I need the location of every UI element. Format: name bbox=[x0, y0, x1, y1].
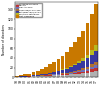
Bar bbox=[73, 42, 77, 64]
Bar bbox=[81, 58, 85, 61]
Bar bbox=[90, 64, 94, 67]
Bar bbox=[48, 75, 52, 76]
Bar bbox=[94, 4, 98, 45]
Bar bbox=[65, 73, 69, 74]
Bar bbox=[86, 69, 89, 71]
Bar bbox=[90, 55, 94, 64]
Bar bbox=[61, 75, 64, 77]
Bar bbox=[36, 76, 40, 77]
Bar bbox=[94, 51, 98, 62]
Bar bbox=[36, 71, 40, 75]
Bar bbox=[73, 71, 77, 72]
Bar bbox=[94, 68, 98, 71]
Bar bbox=[40, 74, 44, 75]
Bar bbox=[81, 61, 85, 68]
Bar bbox=[81, 68, 85, 70]
Bar bbox=[77, 74, 81, 77]
Bar bbox=[19, 75, 23, 76]
Bar bbox=[23, 74, 27, 76]
Bar bbox=[90, 72, 94, 77]
Bar bbox=[77, 71, 81, 72]
Bar bbox=[61, 74, 64, 75]
Bar bbox=[61, 73, 64, 74]
Bar bbox=[73, 73, 77, 74]
Bar bbox=[77, 63, 81, 70]
Bar bbox=[19, 76, 23, 77]
Bar bbox=[40, 69, 44, 74]
Bar bbox=[86, 73, 89, 77]
Bar bbox=[28, 76, 31, 77]
Bar bbox=[69, 47, 73, 66]
Bar bbox=[56, 75, 60, 77]
Bar bbox=[77, 61, 81, 63]
Bar bbox=[69, 72, 73, 73]
Bar bbox=[15, 76, 19, 77]
Bar bbox=[65, 69, 69, 73]
Bar bbox=[65, 75, 69, 77]
Bar bbox=[23, 76, 27, 77]
Bar bbox=[61, 69, 64, 70]
Bar bbox=[56, 71, 60, 74]
Bar bbox=[56, 59, 60, 71]
Bar bbox=[81, 73, 85, 77]
Bar bbox=[48, 74, 52, 75]
Bar bbox=[86, 55, 89, 58]
Bar bbox=[73, 64, 77, 65]
Bar bbox=[44, 67, 48, 74]
Bar bbox=[94, 62, 98, 65]
Bar bbox=[69, 74, 73, 77]
Bar bbox=[69, 73, 73, 74]
Bar bbox=[52, 72, 56, 74]
Bar bbox=[40, 76, 44, 77]
Bar bbox=[32, 76, 36, 77]
Bar bbox=[36, 75, 40, 76]
Bar bbox=[61, 56, 64, 69]
Bar bbox=[86, 67, 89, 69]
Bar bbox=[86, 58, 89, 67]
Bar bbox=[73, 72, 77, 73]
Bar bbox=[81, 70, 85, 72]
Bar bbox=[69, 67, 73, 72]
Bar bbox=[94, 71, 98, 77]
Bar bbox=[77, 72, 81, 74]
Bar bbox=[90, 69, 94, 72]
Bar bbox=[61, 70, 64, 73]
Bar bbox=[56, 74, 60, 75]
Bar bbox=[44, 75, 48, 76]
Bar bbox=[52, 75, 56, 77]
Bar bbox=[86, 23, 89, 55]
Bar bbox=[73, 65, 77, 71]
Bar bbox=[90, 14, 94, 50]
Bar bbox=[77, 70, 81, 71]
Bar bbox=[52, 62, 56, 72]
Bar bbox=[32, 75, 36, 76]
Bar bbox=[94, 65, 98, 68]
Bar bbox=[44, 74, 48, 75]
Bar bbox=[44, 76, 48, 77]
Bar bbox=[48, 76, 52, 77]
Bar bbox=[65, 52, 69, 68]
Legend: N-linked Glycans, Mucins, GPI Anchors, O-Fucose/O-Glucose, Proteoglycans/GAGs, M: N-linked Glycans, Mucins, GPI Anchors, O… bbox=[15, 3, 42, 17]
Bar bbox=[65, 68, 69, 69]
Bar bbox=[48, 64, 52, 73]
Bar bbox=[48, 73, 52, 74]
Bar bbox=[86, 71, 89, 73]
Bar bbox=[65, 74, 69, 75]
Bar bbox=[90, 50, 94, 55]
Bar bbox=[94, 45, 98, 51]
Y-axis label: Number of disorders: Number of disorders bbox=[2, 24, 6, 55]
Bar bbox=[69, 66, 73, 67]
Bar bbox=[81, 31, 85, 58]
Bar bbox=[52, 74, 56, 75]
Bar bbox=[32, 72, 36, 75]
Bar bbox=[81, 72, 85, 73]
Bar bbox=[90, 67, 94, 69]
Bar bbox=[28, 74, 31, 76]
Bar bbox=[40, 75, 44, 76]
Bar bbox=[77, 37, 81, 61]
Bar bbox=[73, 74, 77, 77]
